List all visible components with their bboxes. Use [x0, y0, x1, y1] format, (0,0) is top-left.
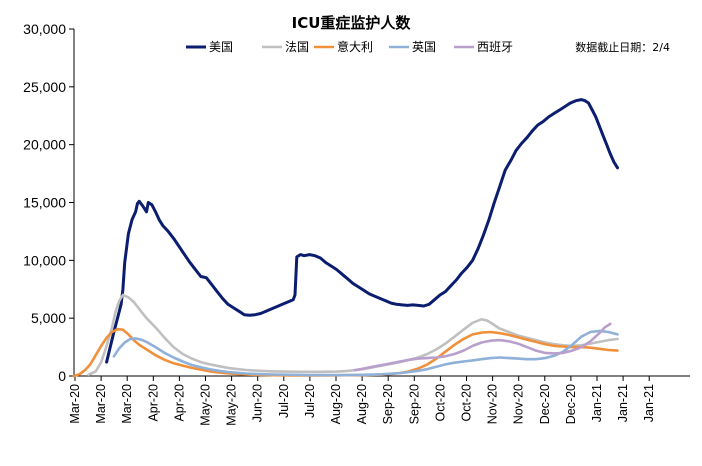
y-tick-label: 15,000	[23, 195, 66, 211]
x-tick-label: Nov-20	[512, 384, 526, 424]
y-tick-label: 20,000	[23, 137, 66, 153]
y-tick-label: 5,000	[31, 310, 66, 326]
x-tick-label: Jun-20	[251, 384, 265, 422]
x-tick-label: Apr-20	[172, 384, 186, 422]
legend-label-4: 西班牙	[477, 40, 513, 54]
legend-label-2: 意大利	[337, 39, 373, 54]
x-tick-label: Jan-21	[590, 384, 604, 422]
x-tick-label: Nov-20	[486, 384, 500, 424]
x-tick-label: Dec-20	[538, 384, 552, 424]
x-tick-label: May-20	[225, 384, 239, 426]
x-tick-label: Aug-20	[355, 384, 369, 424]
x-tick-label: Aug-20	[329, 384, 343, 424]
series-line-2	[72, 327, 619, 378]
legend-label-0: 美国	[209, 40, 233, 54]
legend-label-3: 英国	[412, 40, 436, 54]
y-tick-label: 10,000	[23, 252, 66, 268]
x-tick-label: Jul-20	[303, 384, 317, 418]
series-line-1	[87, 293, 619, 377]
y-tick-label: 0	[58, 368, 66, 384]
x-tick-label: May-20	[199, 384, 213, 426]
legend-label-1: 法国	[285, 40, 309, 54]
x-tick-label: Mar-20	[120, 384, 134, 424]
x-tick-label: Oct-20	[460, 384, 474, 422]
series-line-0	[105, 98, 619, 364]
x-tick-label: Dec-20	[564, 384, 578, 424]
chart-title: ICU重症监护人数	[292, 14, 412, 32]
x-tick-label: Jan-21	[642, 384, 656, 422]
data-cutoff-note: 数据截止日期：2/4	[575, 40, 670, 54]
y-tick-label: 30,000	[23, 21, 66, 37]
x-tick-label: Mar-20	[68, 384, 82, 424]
x-tick-label: Jul-20	[277, 384, 291, 418]
x-tick-label: Jan-21	[616, 384, 630, 422]
x-tick-label: Sep-20	[407, 384, 421, 424]
series-line-3	[112, 329, 619, 377]
x-tick-label: Oct-20	[433, 384, 447, 422]
x-tick-label: Mar-20	[94, 384, 108, 424]
x-tick-label: Apr-20	[146, 384, 160, 422]
series-line-4	[353, 322, 612, 372]
x-tick-label: Sep-20	[381, 384, 395, 424]
y-tick-label: 25,000	[23, 79, 66, 95]
